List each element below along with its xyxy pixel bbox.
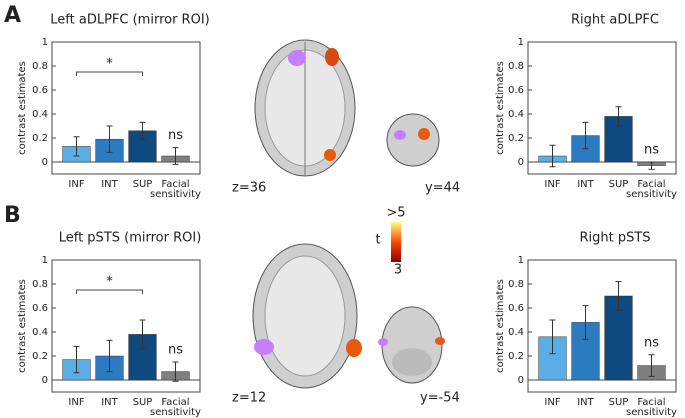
x-tick-label: Facial sensitivity	[626, 397, 677, 418]
y-tick-label: 0.6	[32, 303, 48, 314]
x-tick-label: SUP	[609, 179, 629, 190]
x-tick-label: Facial sensitivity	[626, 179, 677, 200]
y-tick-label: 0.8	[508, 279, 524, 290]
error-bar	[648, 354, 655, 377]
y-tick-label: 0.6	[508, 85, 524, 96]
plot-frame	[51, 259, 201, 393]
y-tick-label: 0.2	[32, 133, 48, 144]
y-axis-label: contrast estimates	[495, 61, 506, 155]
error-bar	[648, 161, 655, 170]
colorbar-min: 3	[394, 263, 402, 278]
chart-title: Left aDLPFC (mirror ROI)	[50, 13, 209, 28]
y-tick-label: 0.4	[32, 327, 48, 338]
chart-title: Right aDLPFC	[571, 13, 659, 28]
error-bar	[549, 144, 556, 168]
y-tick-label: 0.2	[32, 351, 48, 362]
x-tick-label: INF	[544, 179, 560, 190]
x-tick-label: INT	[101, 397, 118, 408]
y-tick-label: 0.4	[32, 109, 48, 120]
x-tick-label: SUP	[133, 179, 153, 190]
y-tick-label: 0.6	[508, 303, 524, 314]
y-tick-label: 0.2	[508, 351, 524, 362]
slice-label: y=44	[425, 181, 460, 196]
panel-label: A	[4, 3, 21, 28]
y-tick-label: 0.2	[508, 133, 524, 144]
plot-frame	[527, 259, 677, 393]
significance-bracket	[76, 289, 143, 294]
colorbar-name: t	[375, 233, 380, 248]
y-tick-label: 0	[42, 157, 48, 168]
error-bar	[615, 281, 622, 311]
x-tick-label: INT	[577, 397, 594, 408]
y-tick-label: 0.4	[508, 327, 524, 338]
y-tick-label: 0.8	[32, 61, 48, 72]
slice-label: y=-54	[420, 391, 460, 406]
chart-title: Right pSTS	[579, 231, 650, 246]
y-tick-label: 1	[518, 37, 524, 48]
significance-star: *	[106, 57, 113, 72]
y-tick-label: 0.8	[508, 61, 524, 72]
y-tick-label: 0.4	[508, 109, 524, 120]
ns-label: ns	[644, 143, 659, 158]
x-tick-label: INT	[101, 179, 118, 190]
plot-frame	[527, 41, 677, 175]
error-bar	[139, 319, 146, 350]
error-bar	[549, 319, 556, 355]
colorbar	[391, 222, 401, 262]
x-tick-label: INF	[544, 397, 560, 408]
y-axis-label: contrast estimates	[495, 279, 506, 373]
y-tick-label: 0	[518, 157, 524, 168]
error-bar	[582, 305, 589, 340]
colorbar-max: >5	[386, 206, 405, 221]
error-bar	[172, 147, 179, 165]
slice-label: z=36	[232, 181, 266, 196]
error-bar	[106, 339, 113, 373]
y-tick-label: 0	[42, 375, 48, 386]
y-tick-label: 1	[518, 255, 524, 266]
y-tick-label: 0	[518, 375, 524, 386]
y-axis-label: contrast estimates	[17, 61, 28, 155]
x-tick-label: SUP	[609, 397, 629, 408]
x-tick-label: Facial sensitivity	[150, 179, 201, 200]
significance-bracket	[76, 71, 143, 76]
y-tick-label: 0.6	[32, 85, 48, 96]
y-axis-label: contrast estimates	[17, 279, 28, 373]
ns-label: ns	[168, 343, 183, 358]
x-tick-label: SUP	[133, 397, 153, 408]
error-bar	[106, 125, 113, 153]
ns-label: ns	[168, 128, 183, 143]
error-bar	[172, 361, 179, 382]
panel-label: B	[4, 203, 21, 228]
significance-star: *	[106, 275, 113, 290]
x-tick-label: INF	[68, 397, 84, 408]
error-bar	[582, 121, 589, 150]
y-tick-label: 0.8	[32, 279, 48, 290]
brain-images	[252, 39, 445, 389]
x-tick-label: INT	[577, 179, 594, 190]
slice-label: z=12	[232, 391, 266, 406]
x-tick-label: Facial sensitivity	[150, 397, 201, 418]
y-tick-label: 1	[42, 255, 48, 266]
chart-title: Left pSTS (mirror ROI)	[59, 231, 202, 246]
error-bar	[615, 106, 622, 127]
x-tick-label: INF	[68, 179, 84, 190]
error-bar	[139, 121, 146, 140]
ns-label: ns	[644, 335, 659, 350]
y-tick-label: 1	[42, 37, 48, 48]
error-bar	[73, 136, 80, 157]
error-bar	[73, 345, 80, 374]
plot-frame	[51, 41, 201, 175]
